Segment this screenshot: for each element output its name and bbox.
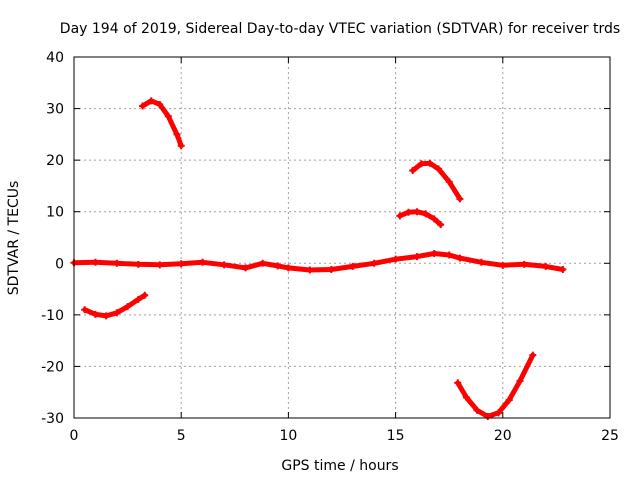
data-point: [484, 412, 492, 420]
data-point: [430, 249, 438, 257]
data-point: [370, 259, 378, 267]
data-point: [102, 312, 110, 320]
y-tick-label: 10: [46, 205, 64, 221]
data-point: [156, 100, 164, 108]
data-point: [542, 262, 550, 270]
data-point: [113, 259, 121, 267]
data-point: [81, 306, 89, 314]
x-axis-label: GPS time / hours: [281, 458, 398, 474]
data-point: [462, 393, 470, 401]
data-point: [141, 291, 149, 299]
x-tick-label: 25: [601, 428, 619, 444]
x-tick-label: 5: [177, 428, 186, 444]
data-point: [220, 261, 228, 269]
data-point: [454, 379, 462, 387]
data-point: [477, 258, 485, 266]
series-track-c: [410, 160, 463, 202]
data-point: [349, 262, 357, 270]
data-point: [430, 215, 438, 223]
data-point: [413, 253, 421, 261]
data-point: [392, 255, 400, 263]
y-tick-label: -30: [41, 411, 64, 427]
data-point: [91, 258, 99, 266]
data-point: [422, 210, 430, 218]
data-point: [173, 130, 181, 138]
data-point: [516, 377, 524, 385]
data-point: [124, 303, 132, 311]
data-point: [259, 259, 267, 267]
data-point: [434, 165, 442, 173]
data-point: [396, 212, 404, 220]
data-point: [409, 166, 417, 174]
data-point: [91, 310, 99, 318]
y-tick-label: -10: [41, 308, 64, 324]
x-tick-label: 0: [70, 428, 79, 444]
x-tick-label: 20: [494, 428, 512, 444]
data-point: [520, 260, 528, 268]
data-point: [199, 258, 207, 266]
data-point: [327, 265, 335, 273]
y-tick-label: 0: [55, 256, 64, 272]
data-point: [445, 178, 453, 186]
data-point: [404, 208, 412, 216]
data-point: [306, 266, 314, 274]
data-point: [274, 262, 282, 270]
data-point: [426, 159, 434, 167]
x-tick-label: 10: [279, 428, 297, 444]
data-point: [437, 221, 445, 229]
data-point: [417, 160, 425, 168]
data-point: [134, 295, 142, 303]
data-point: [113, 309, 121, 317]
data-point: [445, 251, 453, 259]
data-point: [284, 264, 292, 272]
data-point: [473, 406, 481, 414]
data-point: [177, 142, 185, 150]
y-tick-label: 30: [46, 102, 64, 118]
data-point: [242, 264, 250, 272]
series-track-main: [71, 251, 566, 273]
x-tick-label: 15: [387, 428, 405, 444]
series-layer: [70, 97, 567, 420]
data-point: [164, 112, 172, 120]
data-point: [529, 351, 537, 359]
data-point: [139, 102, 147, 110]
y-tick-label: 40: [46, 50, 64, 66]
y-tick-label: -20: [41, 359, 64, 375]
y-tick-label: 20: [46, 153, 64, 169]
data-point: [559, 265, 567, 273]
data-point: [177, 260, 185, 268]
data-point: [505, 396, 513, 404]
y-axis-ticks: -30 -20 -10 0 10 20 30 40: [41, 50, 610, 427]
data-point: [495, 409, 503, 417]
plot-frame: [73, 56, 611, 419]
y-axis-label: SDTVAR / TECUs: [6, 181, 22, 296]
data-point: [456, 254, 464, 262]
data-point: [499, 261, 507, 269]
data-point: [413, 208, 421, 216]
chart-title: Day 194 of 2019, Sidereal Day-to-day VTE…: [60, 21, 620, 37]
data-point: [456, 195, 464, 203]
series-track-e: [455, 352, 536, 419]
data-point: [156, 261, 164, 269]
data-point: [147, 97, 155, 105]
data-point: [134, 260, 142, 268]
